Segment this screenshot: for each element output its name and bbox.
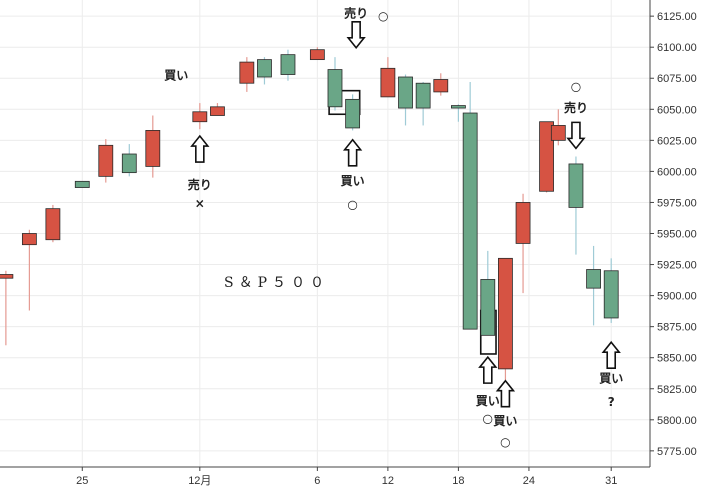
x-tick-label: 31: [605, 475, 617, 487]
candle-body: [210, 106, 225, 116]
signal-label: 買い: [164, 69, 188, 83]
candle-body: [45, 208, 61, 241]
circle-mark: ○: [500, 435, 510, 449]
candle-body: [380, 67, 396, 98]
arrow-up-icon: [601, 340, 621, 370]
candle-body: [398, 76, 413, 109]
arrow-down-icon: [346, 20, 366, 50]
candle-body: [480, 279, 496, 336]
y-tick-label: 5800.00: [657, 415, 697, 427]
candle-body: [498, 257, 513, 370]
candle-body: [21, 233, 37, 246]
grid-lines: [0, 0, 650, 467]
y-tick-label: 5925.00: [657, 260, 697, 272]
x-tick-label: 18: [452, 475, 464, 487]
candle-body: [539, 121, 554, 192]
x-tick-label: 12: [382, 475, 394, 487]
x-tick-label: 6: [314, 475, 320, 487]
candle-body: [98, 144, 114, 177]
chart-title: S＆P５００: [224, 275, 329, 291]
y-tick-label: 6050.00: [657, 104, 697, 116]
y-tick-label: 5950.00: [657, 229, 697, 241]
circle-mark: ○: [483, 411, 493, 425]
signal-label: 買い: [341, 174, 365, 188]
arrow-up-icon: [190, 134, 210, 163]
candle-body: [0, 274, 14, 279]
y-tick-label: 6075.00: [657, 73, 697, 85]
signal-label: 売り: [188, 177, 212, 192]
y-tick-label: 6125.00: [657, 11, 697, 23]
candle-body: [280, 54, 296, 75]
candle-body: [239, 61, 255, 84]
candle-body: [257, 59, 272, 78]
candle-body: [515, 202, 531, 244]
cross-mark: ×: [195, 196, 205, 210]
candle-body: [192, 111, 208, 123]
candle-body: [121, 153, 137, 174]
candle-body: [462, 112, 478, 330]
y-tick-label: 5875.00: [657, 322, 697, 334]
x-tick-label: 12月: [188, 475, 211, 487]
circle-mark: ○: [347, 198, 357, 212]
circle-mark: ○: [378, 9, 388, 23]
y-tick-label: 5775.00: [657, 446, 697, 458]
arrow-down-icon: [566, 121, 586, 150]
circle-mark: ○: [571, 80, 581, 94]
signal-label: ?: [608, 395, 615, 409]
candle-body: [550, 125, 566, 141]
candle-body: [451, 105, 466, 109]
candles: [0, 47, 619, 381]
y-tick-label: 5850.00: [657, 353, 697, 365]
x-tick-label: 25: [76, 475, 88, 487]
candle-body: [586, 269, 601, 289]
y-tick-label: 6000.00: [657, 166, 697, 178]
candle-body: [327, 69, 343, 108]
candle-body: [568, 163, 584, 208]
arrow-up-icon: [478, 355, 498, 384]
signal-label: 売り: [564, 100, 588, 115]
y-tick-label: 5975.00: [657, 197, 697, 209]
arrow-up-icon: [342, 138, 363, 167]
candle-body: [603, 270, 619, 319]
candle-body: [145, 130, 161, 167]
candle-body: [309, 49, 325, 61]
candle-body: [74, 180, 90, 188]
signal-label: 買い: [476, 394, 500, 408]
y-tick-label: 5825.00: [657, 384, 697, 396]
arrow-up-icon: [495, 379, 516, 408]
candle-body: [345, 98, 361, 129]
y-tick-label: 5900.00: [657, 291, 697, 303]
x-tick-label: 24: [523, 475, 535, 487]
y-tick-label: 6025.00: [657, 135, 697, 147]
signal-arrows: [190, 20, 621, 408]
candle-body: [433, 79, 449, 93]
candle-body: [415, 82, 431, 109]
signal-label: 売り: [344, 5, 368, 20]
signal-label: 買い: [493, 414, 517, 428]
y-tick-label: 6100.00: [657, 42, 697, 54]
signal-label: 買い: [599, 372, 623, 386]
